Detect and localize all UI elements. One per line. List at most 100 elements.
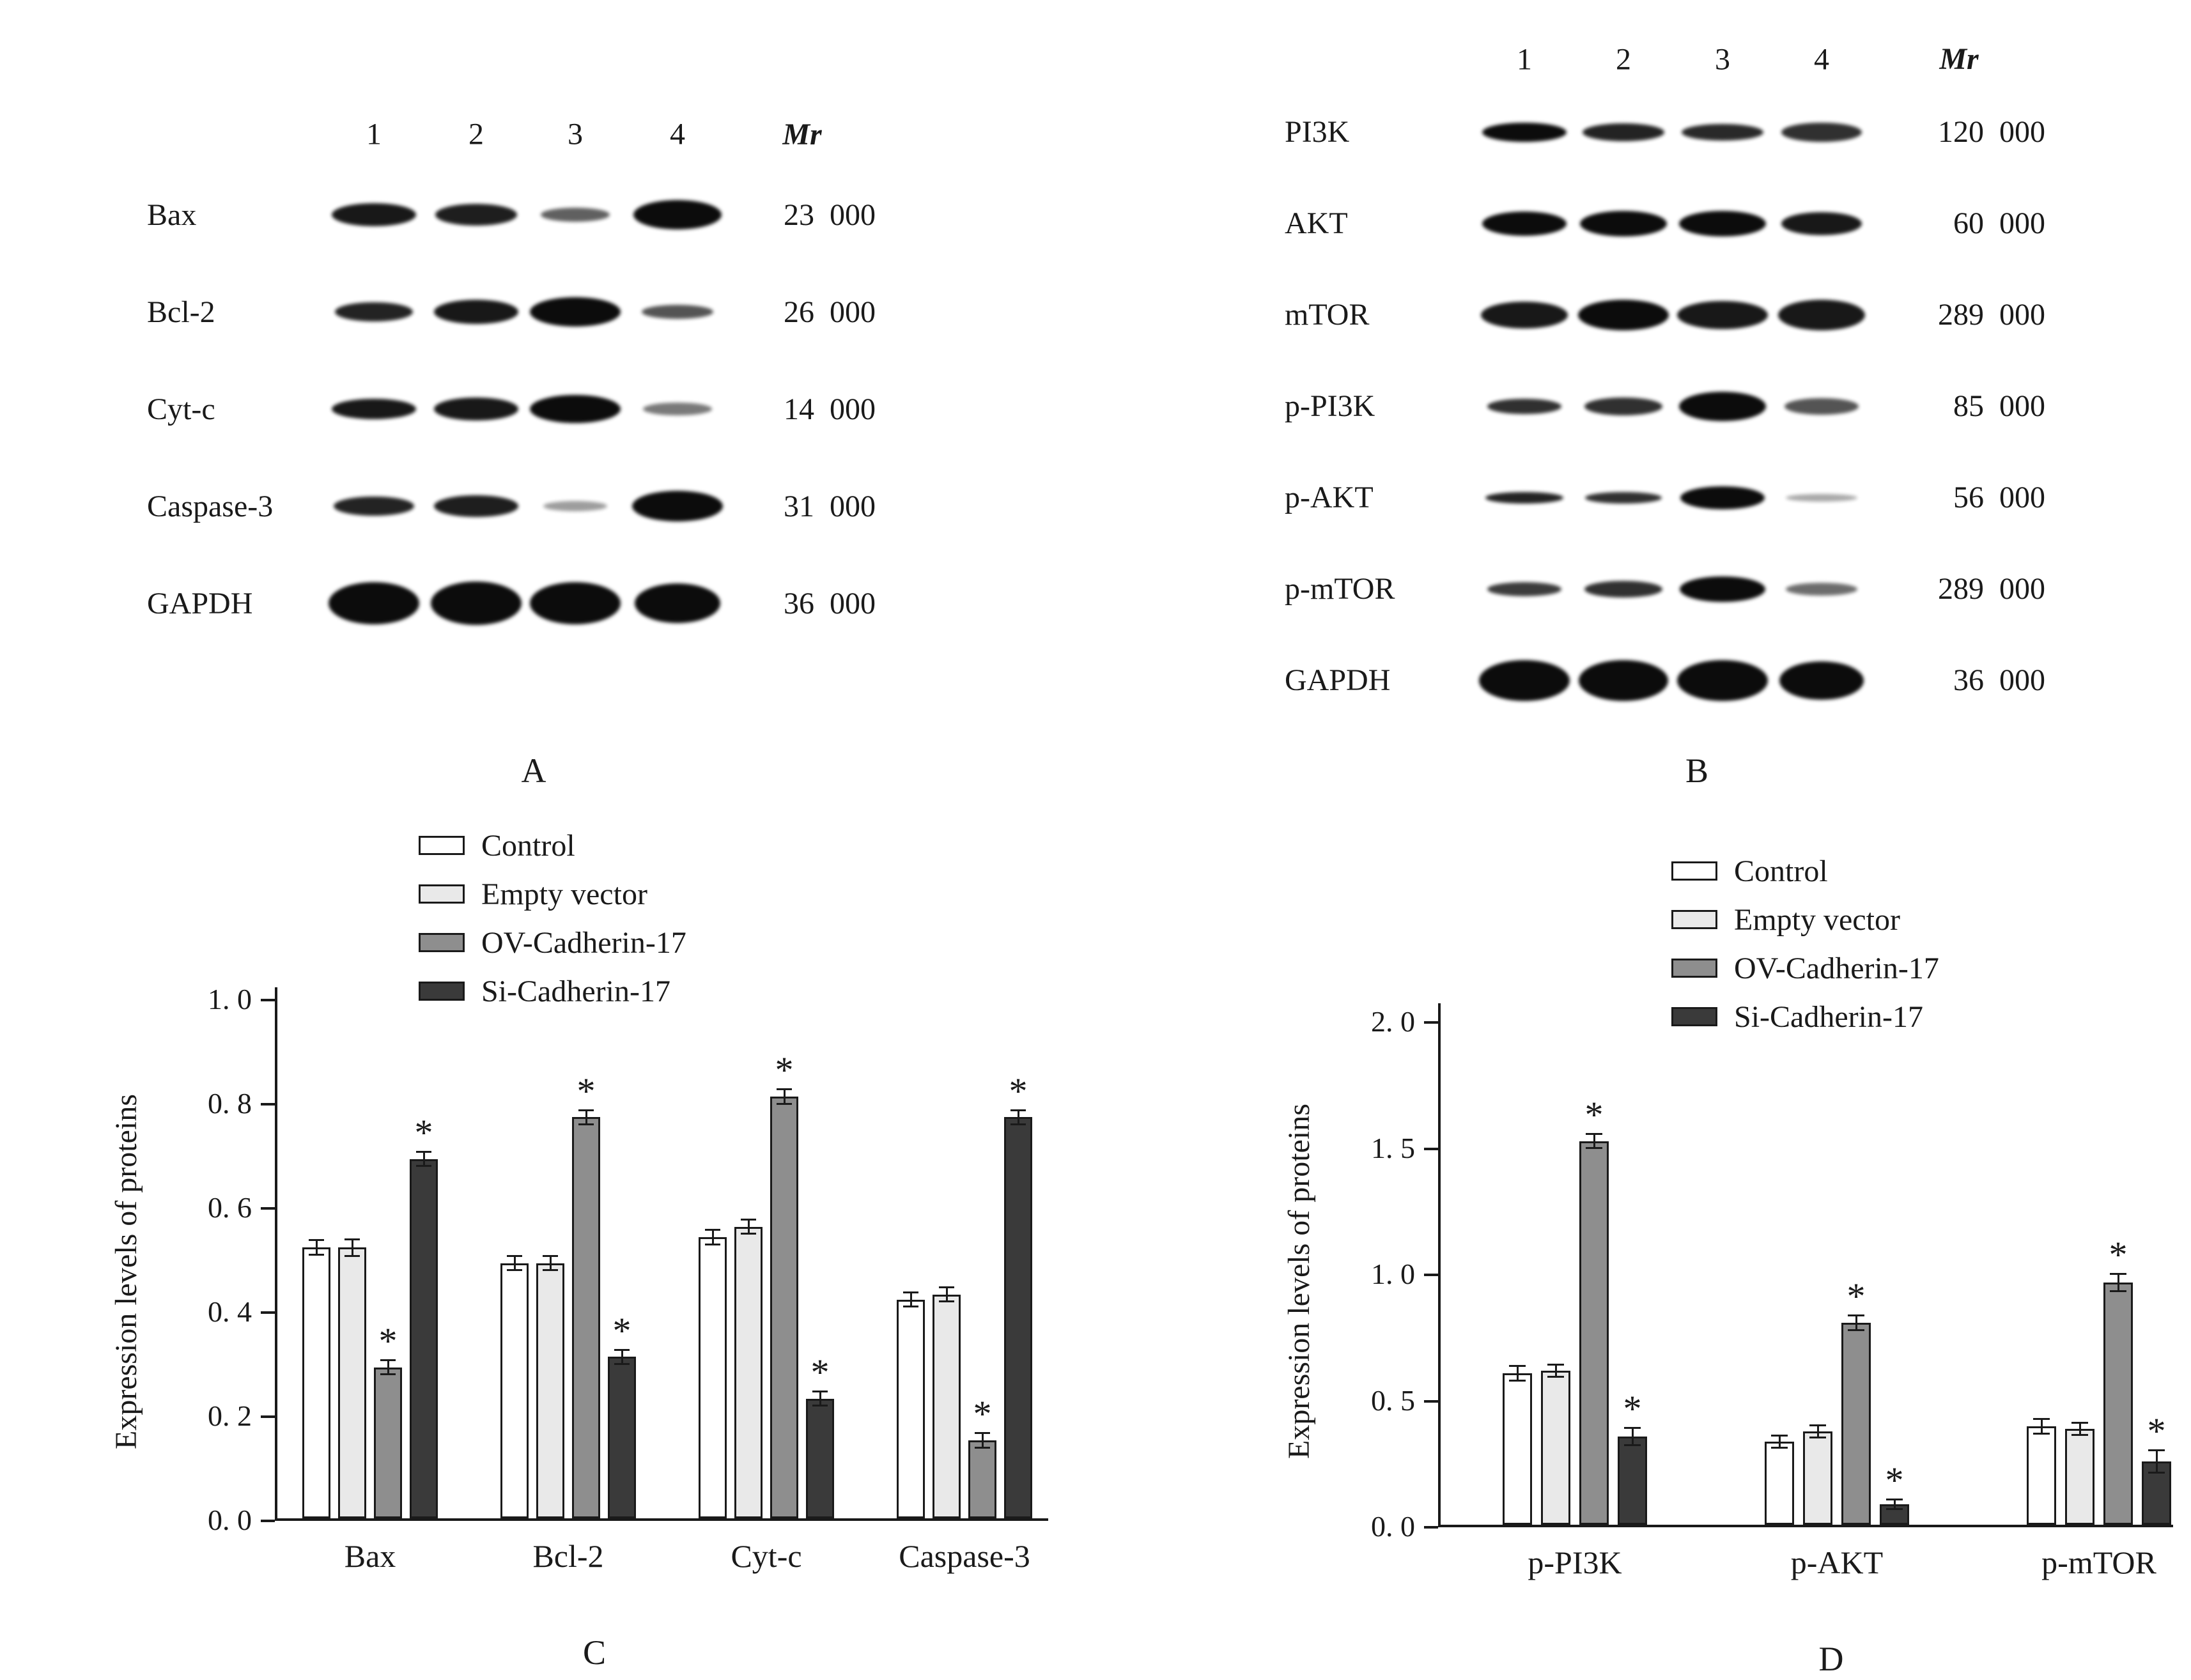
error-bar-cap [578,1123,594,1126]
error-bar-cap [812,1390,828,1392]
blot-band [1781,212,1862,235]
blot-lane-strip [1464,178,1873,269]
error-bar-cap [1624,1426,1641,1429]
blot-lane-strip [1464,635,1873,726]
bar [933,1294,961,1518]
blot-band [1479,659,1570,701]
blot-band [1578,299,1669,330]
blot-lane-strip [320,360,729,458]
protein-label: mTOR [1285,298,1370,332]
blot-band [632,491,723,521]
bar [699,1237,727,1518]
legend-item: OV-Cadherin-17 [419,918,686,967]
lane-number: 3 [568,117,583,151]
blot-row: mTOR 289 000 [1285,269,2071,360]
blot-band [1682,123,1763,141]
legend-swatch [1671,910,1717,929]
protein-label: AKT [1285,206,1348,240]
blot-band [1786,582,1857,596]
bar [536,1263,564,1518]
bar [1579,1141,1609,1525]
mr-value: 85 000 [1953,389,2045,423]
blot-lane-strip [1464,86,1873,178]
legend-swatch [1671,959,1717,978]
mr-value: 26 000 [784,295,876,329]
error-bar-cap [380,1373,396,1376]
legend-label: Si-Cadherin-17 [1734,999,1923,1034]
lane-number: 1 [366,117,382,151]
mr-value: 31 000 [784,489,876,523]
legend-item: Si-Cadherin-17 [1671,992,1939,1041]
blot-band [543,501,607,511]
error-bar [1778,1436,1781,1447]
error-bar-cap [1771,1446,1788,1449]
bar [968,1440,996,1518]
error-bar-cap [974,1431,991,1434]
y-tick-label: 0. 0 [1371,1510,1415,1543]
category-label: p-mTOR [2041,1545,2156,1580]
blot-band [434,300,518,324]
error-bar [910,1293,912,1306]
error-bar-cap [578,1109,594,1111]
error-bar [549,1256,552,1270]
error-bar-cap [2033,1418,2050,1421]
bar [1803,1431,1832,1525]
error-bar-cap [1509,1379,1526,1382]
blot-band [530,582,621,624]
blot-band [1679,210,1766,236]
significance-asterisk: * [414,1111,433,1153]
bar [2027,1426,2056,1525]
blot-band [1482,211,1567,236]
blot-band [1584,580,1662,597]
error-bar-cap [812,1405,828,1407]
blot-band [633,200,722,229]
blot-lane-strip [1464,269,1873,360]
protein-label: GAPDH [147,586,253,620]
error-bar-cap [902,1291,919,1293]
blot-row: GAPDH 36 000 [147,555,888,652]
western-blot-panel-a: 1 2 3 4 Mr Bax 23 000 Bcl-2 26 000 Cyt-c 14 000 Cas… [147,102,888,652]
blot-band [1779,661,1864,700]
significance-asterisk: * [1623,1387,1642,1430]
y-tick [261,999,275,1001]
legend-label: OV-Cadherin-17 [481,925,686,960]
legend-label: Control [1734,854,1828,888]
protein-label: Cyt-c [147,392,215,426]
error-bar [1816,1426,1819,1437]
blot-row: GAPDH 36 000 [1285,635,2071,726]
significance-asterisk: * [1009,1070,1028,1112]
significance-asterisk: * [378,1320,398,1362]
error-bar [819,1392,821,1405]
legend-swatch [419,836,465,855]
bar [2065,1428,2094,1525]
lane-number: 4 [1814,42,1829,76]
error-bar-cap [614,1363,630,1366]
error-bar-cap [938,1300,955,1303]
legend-swatch [419,884,465,904]
error-bar-cap [344,1238,360,1240]
error-bar [1855,1316,1857,1329]
bar [1841,1323,1871,1525]
lane-numbers: 1 2 3 4 [320,102,729,166]
blot-band [334,497,414,516]
lane-header-row: 1 2 3 4 Mr [147,102,888,166]
error-bar [1516,1367,1519,1380]
blot-row: AKT 60 000 [1285,178,2071,269]
blot-band [530,297,621,327]
blot-band [1679,391,1766,421]
error-bar-cap [415,1165,432,1168]
bar [410,1159,438,1518]
protein-label: p-mTOR [1285,572,1395,606]
significance-asterisk: * [1846,1275,1866,1318]
protein-label: PI3K [1285,115,1350,149]
blot-lane-strip [320,555,729,652]
error-bar-cap [902,1306,919,1308]
error-bar-cap [614,1348,630,1351]
protein-label: p-PI3K [1285,389,1375,423]
blot-band [1481,301,1568,328]
error-bar-cap [1886,1508,1903,1511]
y-tick [261,1520,275,1522]
error-bar [422,1152,425,1166]
mr-value: 36 000 [784,586,876,620]
error-bar-cap [2071,1422,2088,1424]
